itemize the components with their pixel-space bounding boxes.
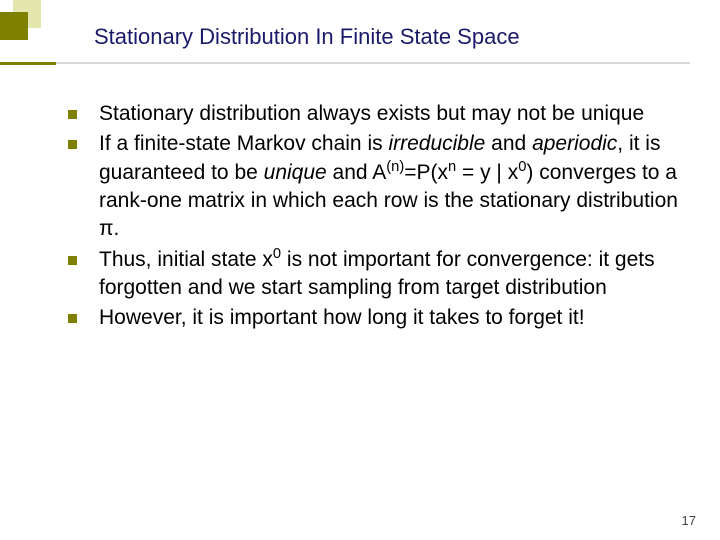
- bullet-item: Stationary distribution always exists bu…: [60, 100, 680, 128]
- bullet-text: However, it is important how long it tak…: [99, 304, 585, 332]
- bullet-square-icon: [68, 314, 77, 323]
- corner-decoration-dark: [0, 12, 28, 40]
- bullet-text: Stationary distribution always exists bu…: [99, 100, 644, 128]
- slide-title: Stationary Distribution In Finite State …: [94, 24, 520, 50]
- bullet-text: Thus, initial state x0 is not important …: [99, 246, 680, 303]
- bullet-square-icon: [68, 256, 77, 265]
- bullet-item: If a finite-state Markov chain is irredu…: [60, 130, 680, 243]
- content-area: Stationary distribution always exists bu…: [60, 100, 680, 335]
- bullet-square-icon: [68, 140, 77, 149]
- bullet-square-icon: [68, 110, 77, 119]
- bullet-item: However, it is important how long it tak…: [60, 304, 680, 332]
- title-underline-light: [56, 62, 690, 64]
- title-underline-accent: [0, 62, 56, 65]
- bullet-item: Thus, initial state x0 is not important …: [60, 246, 680, 303]
- bullet-text: If a finite-state Markov chain is irredu…: [99, 130, 680, 243]
- page-number: 17: [682, 513, 696, 528]
